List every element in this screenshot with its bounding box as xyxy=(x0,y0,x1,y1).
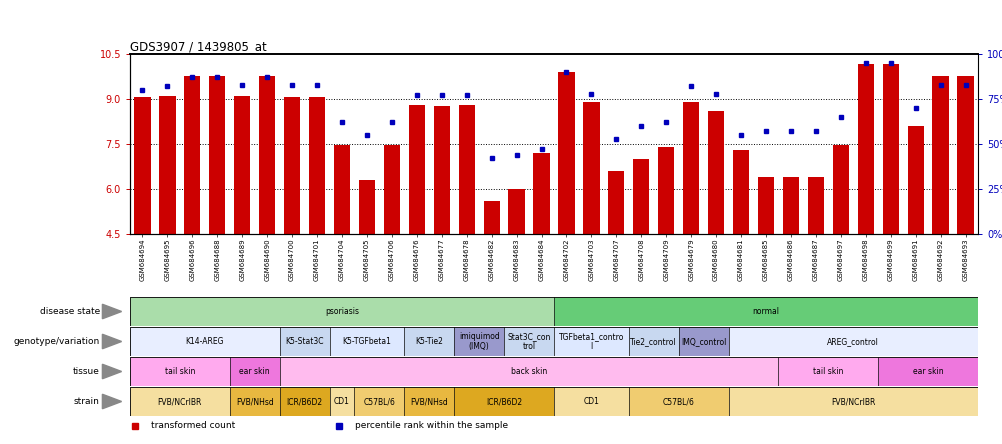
Bar xyxy=(209,76,225,234)
Bar xyxy=(907,126,923,234)
Bar xyxy=(259,76,275,234)
Bar xyxy=(553,297,977,326)
Bar xyxy=(732,150,748,234)
Bar xyxy=(454,327,504,356)
Text: Stat3C_con
trol: Stat3C_con trol xyxy=(507,332,550,351)
Bar xyxy=(878,357,977,386)
Text: tail skin: tail skin xyxy=(164,367,194,376)
Text: AREG_control: AREG_control xyxy=(827,337,879,346)
Text: ear skin: ear skin xyxy=(912,367,943,376)
Text: TGFbeta1_contro
l: TGFbeta1_contro l xyxy=(558,332,623,351)
Bar xyxy=(330,387,354,416)
Text: K5-Tie2: K5-Tie2 xyxy=(415,337,443,346)
Bar xyxy=(384,146,400,234)
Bar xyxy=(404,387,454,416)
Bar xyxy=(682,102,698,234)
Bar xyxy=(504,327,553,356)
Text: C57BL/6: C57BL/6 xyxy=(363,397,395,406)
Bar xyxy=(229,357,280,386)
Polygon shape xyxy=(102,364,121,379)
Text: ICR/B6D2: ICR/B6D2 xyxy=(287,397,323,406)
Bar xyxy=(782,177,799,234)
Bar xyxy=(607,171,624,234)
Bar xyxy=(159,96,175,234)
Text: CD1: CD1 xyxy=(583,397,599,406)
Bar xyxy=(130,297,553,326)
Bar xyxy=(280,357,778,386)
Polygon shape xyxy=(102,304,121,319)
Bar xyxy=(184,76,200,234)
Bar xyxy=(404,327,454,356)
Bar xyxy=(857,64,873,234)
Bar xyxy=(130,327,280,356)
Text: FVB/NHsd: FVB/NHsd xyxy=(235,397,274,406)
Bar xyxy=(932,76,948,234)
Text: transformed count: transformed count xyxy=(151,421,235,430)
Text: tail skin: tail skin xyxy=(813,367,843,376)
Text: FVB/NCrIBR: FVB/NCrIBR xyxy=(831,397,875,406)
Text: Tie2_control: Tie2_control xyxy=(630,337,676,346)
Bar xyxy=(359,180,375,234)
Bar xyxy=(553,387,628,416)
Bar xyxy=(727,387,977,416)
Bar xyxy=(284,98,300,234)
Bar xyxy=(280,387,330,416)
Bar xyxy=(707,111,723,234)
Bar xyxy=(280,327,330,356)
Bar xyxy=(583,102,599,234)
Bar xyxy=(628,327,678,356)
Bar xyxy=(508,189,524,234)
Bar xyxy=(233,96,250,234)
Text: C57BL/6: C57BL/6 xyxy=(662,397,694,406)
Text: K5-TGFbeta1: K5-TGFbeta1 xyxy=(342,337,391,346)
Bar xyxy=(433,107,450,234)
Bar xyxy=(354,387,404,416)
Bar xyxy=(458,105,474,234)
Bar xyxy=(134,98,150,234)
Bar xyxy=(628,387,727,416)
Bar xyxy=(807,177,824,234)
Bar xyxy=(882,64,898,234)
Bar xyxy=(533,153,549,234)
Text: FVB/NCrIBR: FVB/NCrIBR xyxy=(157,397,201,406)
Text: IMQ_control: IMQ_control xyxy=(680,337,725,346)
Bar xyxy=(334,146,350,234)
Bar xyxy=(130,357,229,386)
Text: psoriasis: psoriasis xyxy=(325,307,359,316)
Bar xyxy=(657,147,673,234)
Bar xyxy=(632,159,648,234)
Polygon shape xyxy=(102,394,121,409)
Text: strain: strain xyxy=(74,397,100,406)
Bar xyxy=(832,146,848,234)
Text: GDS3907 / 1439805_at: GDS3907 / 1439805_at xyxy=(130,40,267,53)
Text: ear skin: ear skin xyxy=(239,367,270,376)
Bar xyxy=(309,98,325,234)
Text: ICR/B6D2: ICR/B6D2 xyxy=(486,397,522,406)
Text: CD1: CD1 xyxy=(334,397,350,406)
Text: percentile rank within the sample: percentile rank within the sample xyxy=(355,421,507,430)
Bar xyxy=(330,327,404,356)
Text: FVB/NHsd: FVB/NHsd xyxy=(410,397,448,406)
Bar xyxy=(229,387,280,416)
Bar xyxy=(678,327,727,356)
Text: imiquimod
(IMQ): imiquimod (IMQ) xyxy=(458,332,499,351)
Bar xyxy=(553,327,628,356)
Bar xyxy=(454,387,553,416)
Bar xyxy=(727,327,977,356)
Text: back skin: back skin xyxy=(510,367,547,376)
Bar xyxy=(408,105,425,234)
Bar xyxy=(957,76,973,234)
Bar xyxy=(483,201,499,234)
Bar xyxy=(130,387,229,416)
Bar xyxy=(778,357,878,386)
Text: genotype/variation: genotype/variation xyxy=(14,337,100,346)
Text: normal: normal xyxy=(752,307,779,316)
Text: disease state: disease state xyxy=(39,307,100,316)
Bar xyxy=(758,177,774,234)
Text: K5-Stat3C: K5-Stat3C xyxy=(285,337,324,346)
Text: K14-AREG: K14-AREG xyxy=(185,337,223,346)
Polygon shape xyxy=(102,334,121,349)
Bar xyxy=(558,72,574,234)
Text: tissue: tissue xyxy=(73,367,100,376)
